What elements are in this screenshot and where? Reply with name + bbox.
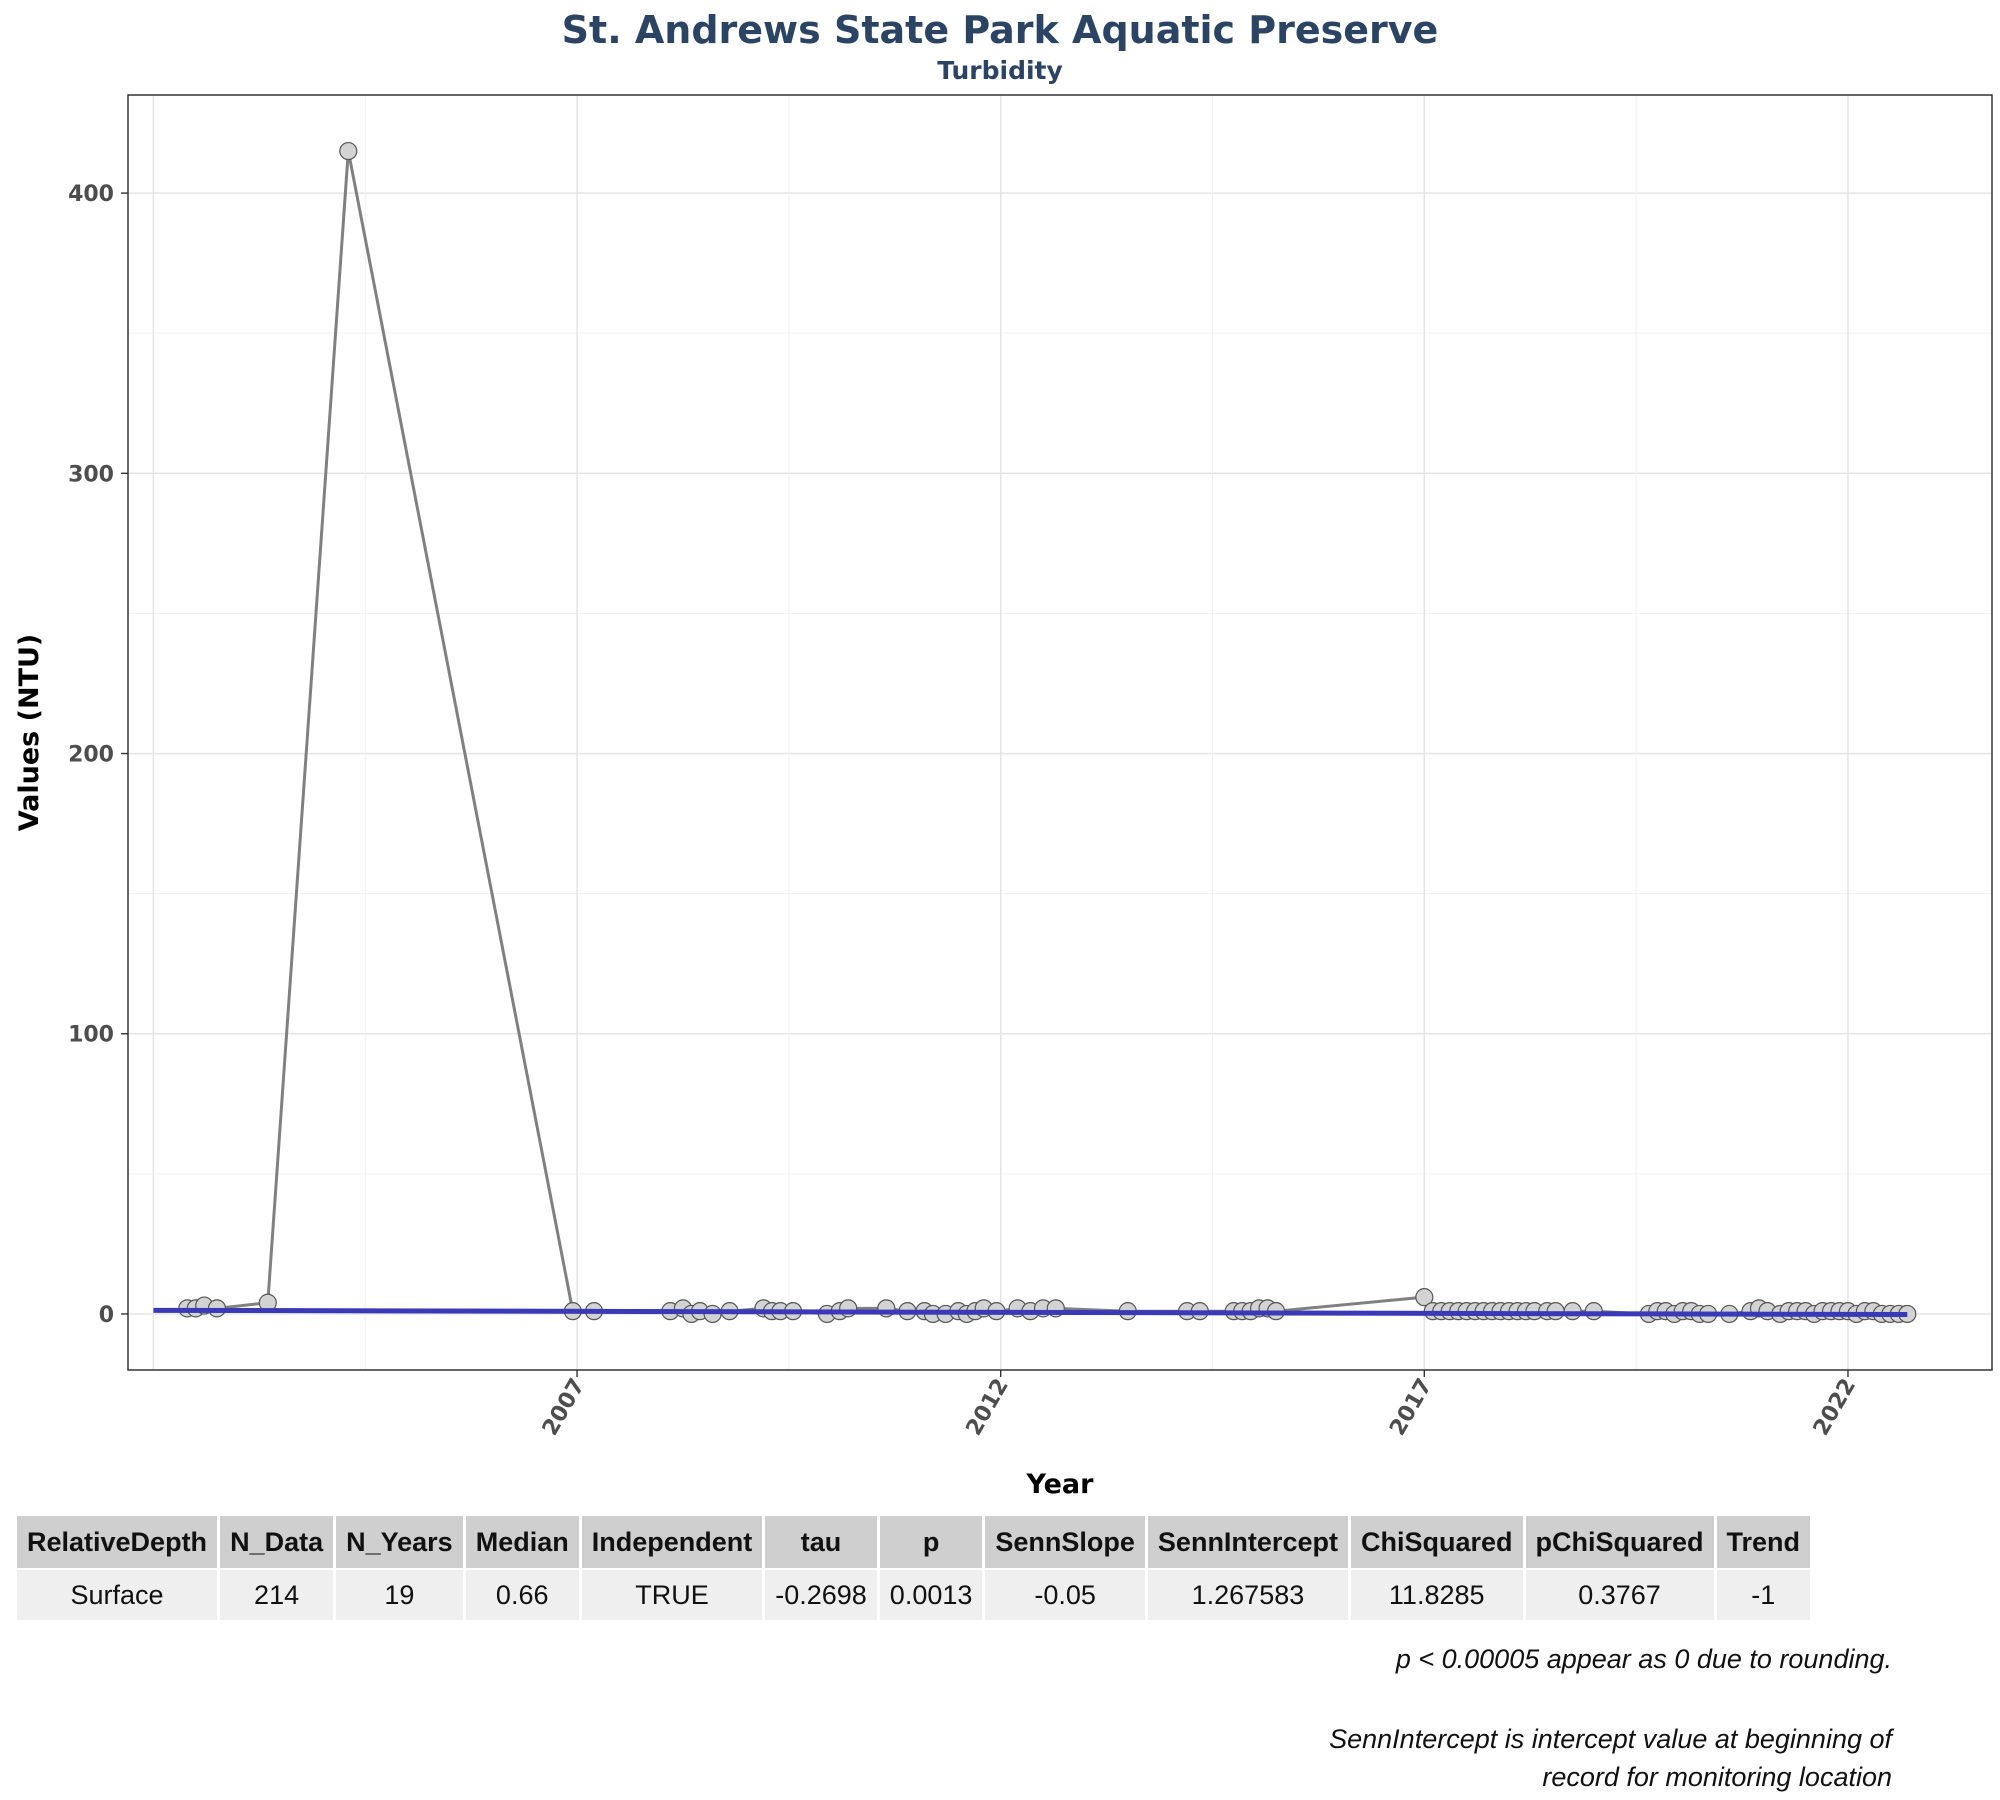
data-point (1563, 1302, 1582, 1321)
x-tick-label: 2022 (1809, 1375, 1861, 1441)
trend-line-layer (153, 1307, 1908, 1318)
data-point (1546, 1302, 1565, 1321)
table-header-cell: N_Years (336, 1516, 463, 1570)
series-line-layer (187, 150, 1908, 1316)
x-tick-label: 2017 (1385, 1375, 1437, 1441)
y-axis-title: Values (NTU) (14, 634, 45, 832)
table-header-cell: Trend (1716, 1516, 1811, 1570)
table-cell: -1 (1716, 1570, 1811, 1620)
table-header-cell: SennIntercept (1147, 1516, 1348, 1570)
table-row: Surface 214 19 0.66 TRUE -0.2698 0.0013 -0.05 1.… (17, 1570, 1811, 1620)
series-line (187, 150, 1908, 1316)
y-tick-label: 0 (99, 1303, 114, 1328)
table-header-cell: p (879, 1516, 983, 1570)
stats-header-row: RelativeDepth N_Data N_Years Median Independ… (17, 1516, 1811, 1570)
table-header-cell: ChiSquared (1350, 1516, 1523, 1570)
stats-table: RelativeDepth N_Data N_Years Median Independ… (14, 1516, 1813, 1620)
table-cell: TRUE (581, 1570, 763, 1620)
table-cell: 1.267583 (1147, 1570, 1348, 1620)
data-point (1584, 1302, 1603, 1321)
x-axis-ticks: 2007 2012 2017 2022 (538, 1370, 1861, 1440)
data-point-layer (178, 141, 1917, 1324)
table-cell: 19 (336, 1570, 463, 1620)
stats-body: Surface 214 19 0.66 TRUE -0.2698 0.0013 -0.05 1.… (17, 1570, 1811, 1620)
table-header-cell: RelativeDepth (17, 1516, 218, 1570)
table-cell: 0.0013 (879, 1570, 983, 1620)
y-tick-label: 200 (68, 743, 114, 768)
x-tick-label: 2012 (962, 1375, 1014, 1441)
table-cell: 214 (220, 1570, 334, 1620)
chart-subtitle: Turbidity (937, 56, 1063, 85)
y-tick-label: 400 (68, 182, 114, 207)
table-cell: 11.8285 (1350, 1570, 1523, 1620)
data-point (1415, 1288, 1434, 1307)
plot-panel-border (127, 94, 1993, 1371)
table-cell: -0.2698 (765, 1570, 877, 1620)
table-cell: Surface (17, 1570, 218, 1620)
note-intercept-line2: record for monitoring location (1542, 1762, 1892, 1792)
y-axis-ticks: 0 100 200 300 400 (68, 182, 128, 1328)
table-cell: -0.05 (985, 1570, 1145, 1620)
table-header-cell: SennSlope (985, 1516, 1145, 1570)
note-intercept: SennIntercept is intercept value at begi… (1329, 1720, 1892, 1796)
table-header-cell: tau (765, 1516, 877, 1570)
table-header-cell: pChiSquared (1525, 1516, 1714, 1570)
table-header-cell: N_Data (220, 1516, 334, 1570)
data-point (339, 141, 358, 161)
x-axis-title: Year (1026, 1469, 1095, 1500)
x-tick-label: 2007 (538, 1375, 590, 1441)
note-rounding: p < 0.00005 appear as 0 due to rounding. (1395, 1644, 1892, 1674)
note-intercept-line1: SennIntercept is intercept value at begi… (1329, 1724, 1892, 1754)
table-cell: 0.66 (465, 1570, 579, 1620)
grid-layer (128, 95, 1992, 1370)
chart-title: St. Andrews State Park Aquatic Preserve (561, 8, 1439, 52)
table-header-cell: Independent (581, 1516, 763, 1570)
trend-line (153, 1307, 1908, 1318)
table-cell: 0.3767 (1525, 1570, 1714, 1620)
chart-canvas: 0 100 200 300 400 2007 2012 2017 2022 Year Valu… (14, 94, 1993, 1500)
table-header-cell: Median (465, 1516, 579, 1570)
y-tick-label: 300 (68, 462, 114, 487)
y-tick-label: 100 (68, 1023, 114, 1048)
